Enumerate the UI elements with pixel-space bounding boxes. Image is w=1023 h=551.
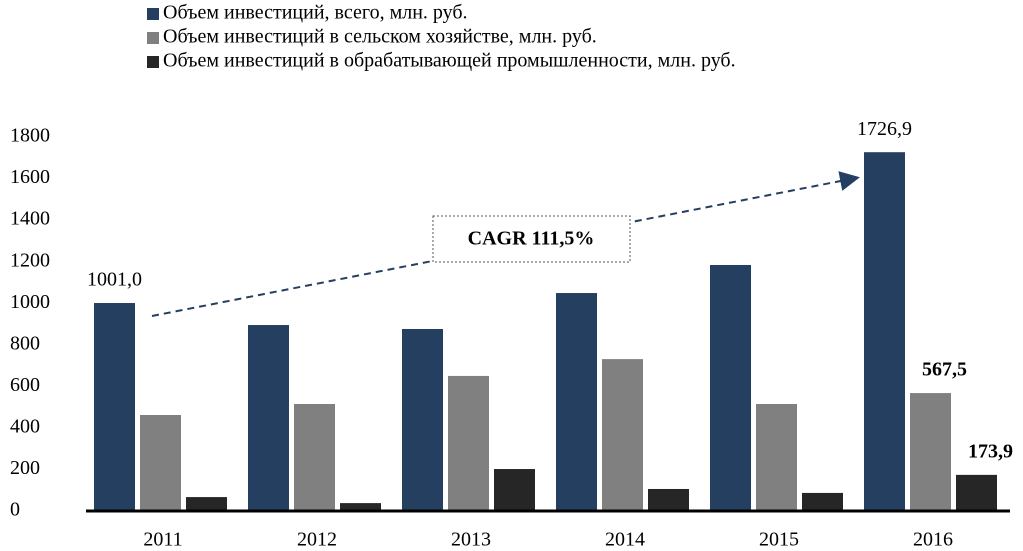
y-tick-label: 1200 <box>10 249 50 271</box>
bar <box>186 497 227 511</box>
y-tick-label: 1600 <box>10 166 50 188</box>
legend-swatch <box>147 56 159 68</box>
legend-label: Объем инвестиций в сельском хозяйстве, м… <box>163 26 597 48</box>
bar <box>294 403 335 511</box>
annotation: CAGR 111,5% <box>468 228 595 250</box>
bar <box>448 375 489 511</box>
bar <box>556 293 597 511</box>
bar <box>864 152 905 512</box>
data-label: 173,9 <box>968 440 1013 462</box>
bar <box>648 488 689 511</box>
annotation-box <box>432 215 631 263</box>
x-tick-label: 2016 <box>913 529 953 551</box>
x-tick-label: 2011 <box>143 529 182 551</box>
x-tick-label: 2014 <box>605 529 645 551</box>
bar <box>94 303 135 511</box>
data-label: 567,5 <box>922 359 967 381</box>
bar <box>756 403 797 511</box>
bar <box>140 415 181 511</box>
x-tick-label: 2012 <box>297 529 337 551</box>
y-tick-label: 1800 <box>10 125 50 147</box>
legend-label: Объем инвестиций, всего, млн. руб. <box>163 2 468 24</box>
bar <box>710 264 751 511</box>
y-tick-label: 400 <box>10 415 40 437</box>
bar <box>402 328 443 511</box>
x-tick-label: 2015 <box>759 529 799 551</box>
legend-swatch <box>147 8 159 20</box>
bar <box>910 393 951 511</box>
x-tick-label: 2013 <box>451 529 491 551</box>
y-tick-label: 1000 <box>10 291 50 313</box>
data-label: 1726,9 <box>857 118 912 140</box>
bar <box>956 474 997 511</box>
y-tick-label: 200 <box>10 457 40 479</box>
bar <box>494 469 535 511</box>
data-label: 1001,0 <box>87 269 142 291</box>
y-tick-label: 800 <box>10 332 40 354</box>
y-tick-label: 0 <box>10 499 20 521</box>
y-tick-label: 1400 <box>10 208 50 230</box>
bar <box>248 325 289 511</box>
bar <box>802 492 843 511</box>
legend-label: Объем инвестиций в обрабатывающей промыш… <box>163 50 736 72</box>
y-tick-label: 600 <box>10 374 40 396</box>
bar <box>602 359 643 511</box>
legend-swatch <box>147 32 159 44</box>
bar <box>340 503 381 511</box>
